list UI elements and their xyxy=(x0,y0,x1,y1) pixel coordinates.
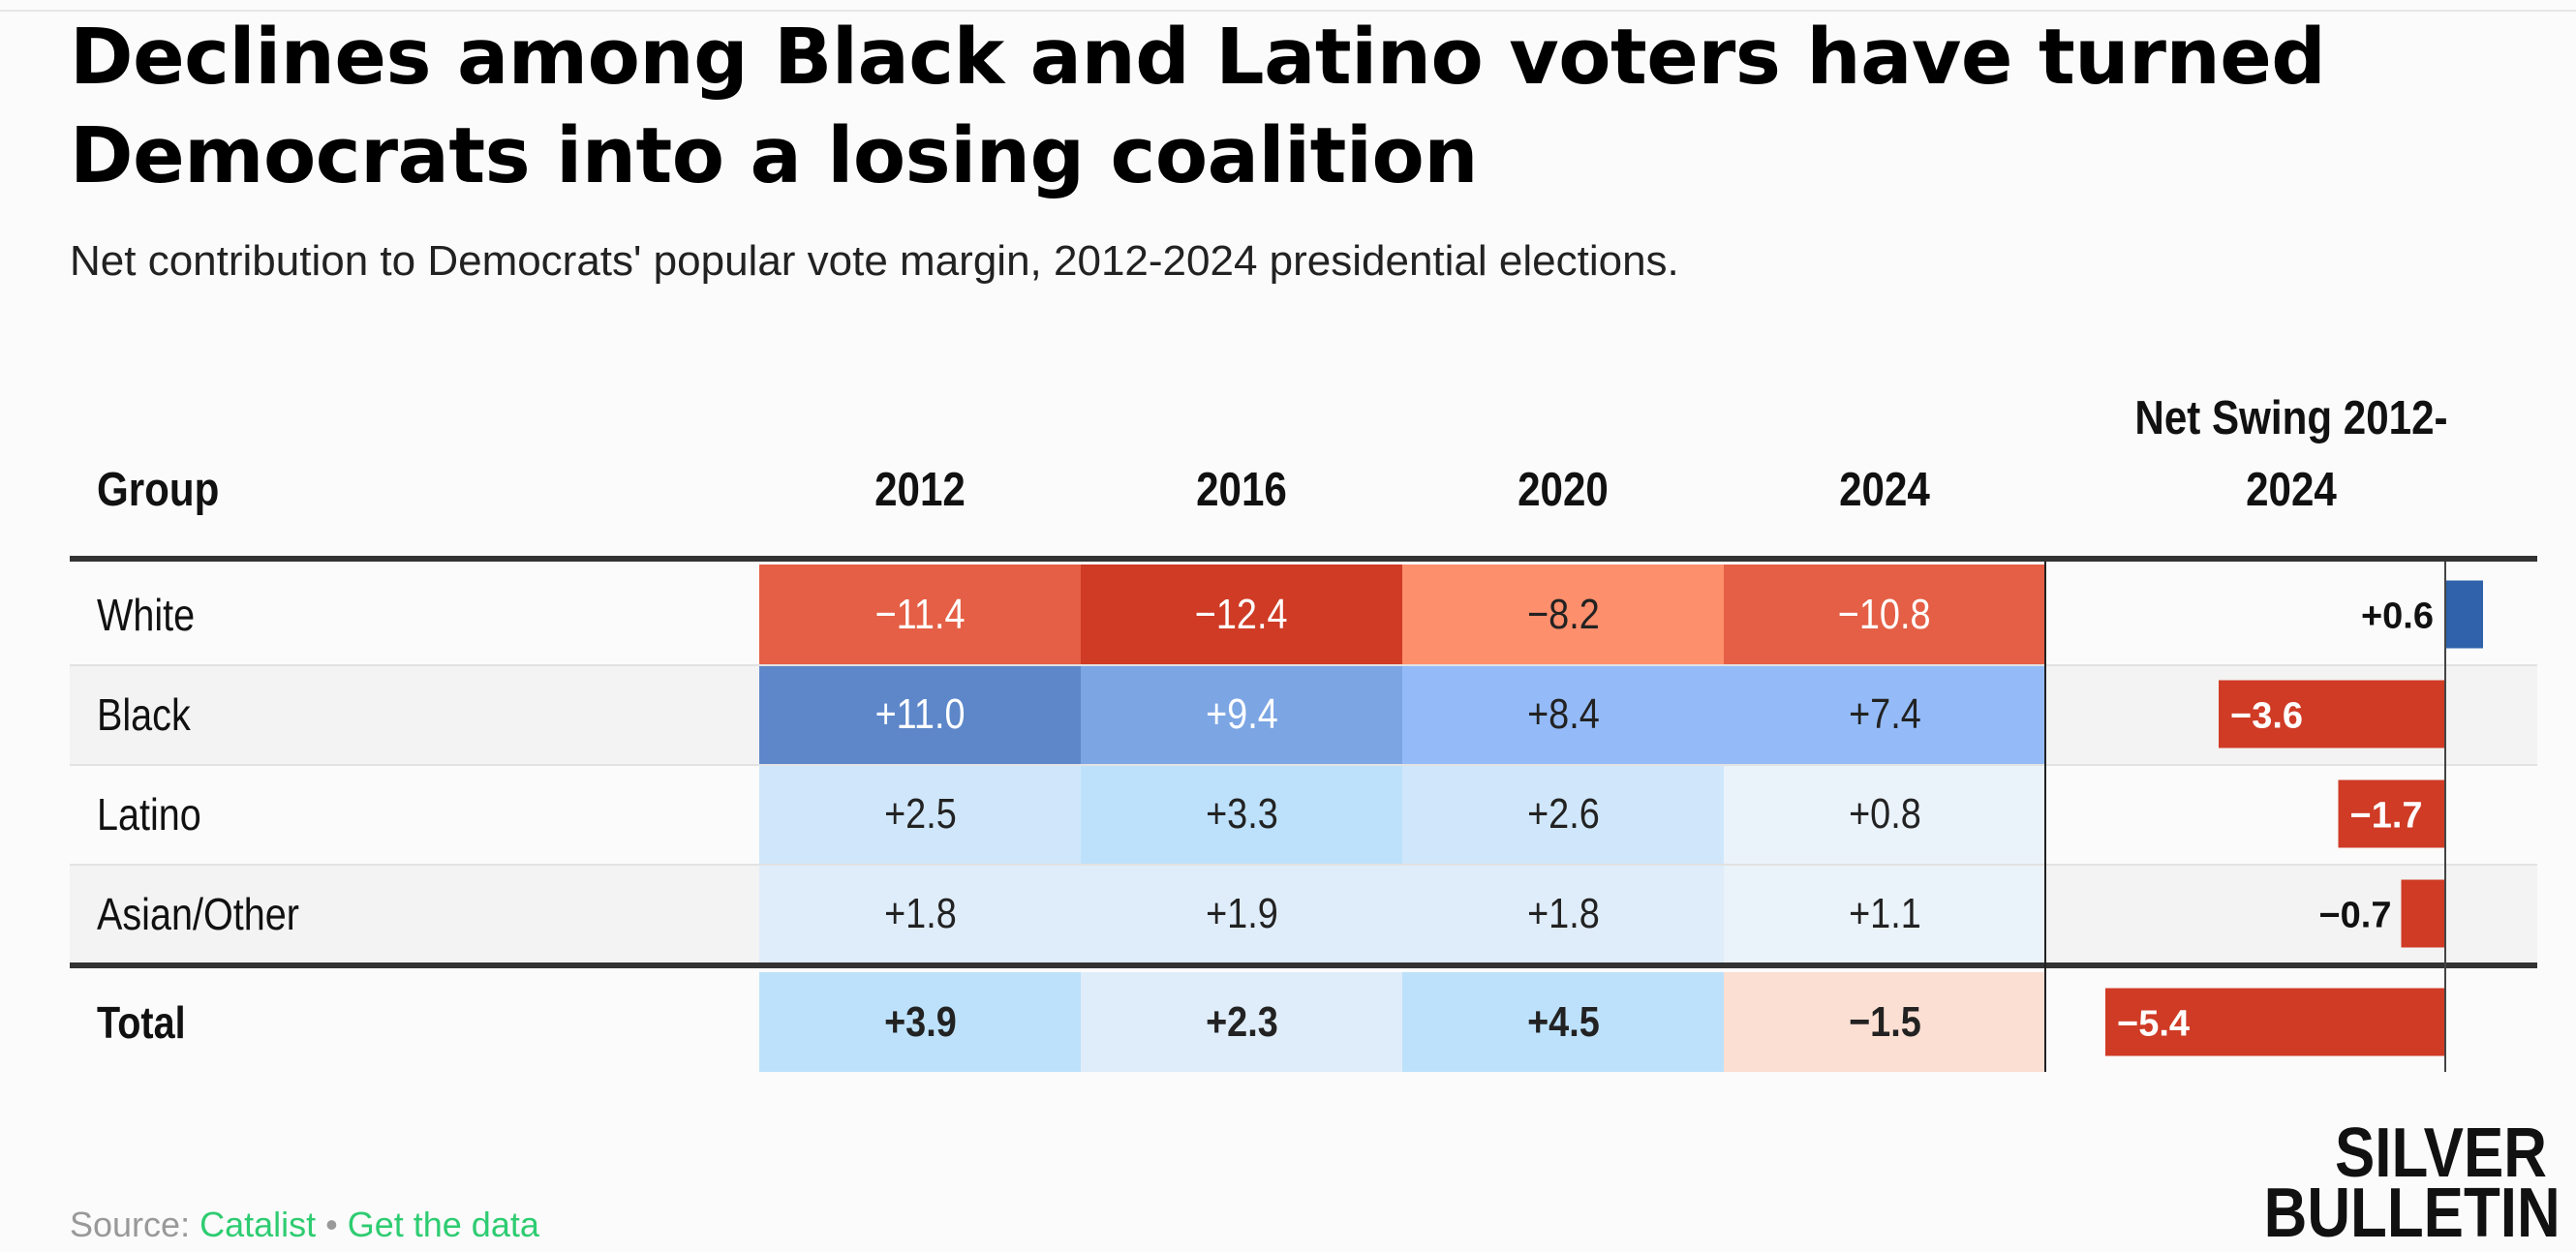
chart-title: Declines among Black and Latino voters h… xyxy=(70,13,2326,200)
value-cell: +0.8 xyxy=(1724,764,2045,864)
header-2016: 2016 xyxy=(1196,464,1287,516)
value-cell: −8.2 xyxy=(1402,565,1724,664)
column-separator xyxy=(2044,562,2046,1072)
row-divider xyxy=(70,764,2537,766)
value-cell: +7.4 xyxy=(1724,664,2045,764)
group-label: White xyxy=(97,589,196,640)
row-divider xyxy=(70,864,2537,866)
footer-separator: • xyxy=(316,1205,348,1244)
get-data-link[interactable]: Get the data xyxy=(347,1205,539,1244)
source-link[interactable]: Catalist xyxy=(199,1205,317,1244)
value-cell: +4.5 xyxy=(1402,972,1724,1072)
value-cell: +1.9 xyxy=(1081,864,1402,963)
group-label: Total xyxy=(97,996,186,1048)
value-cell: +1.8 xyxy=(1402,864,1724,963)
value-cell: +11.0 xyxy=(759,664,1081,764)
group-label: Latino xyxy=(97,788,201,840)
group-label: Black xyxy=(97,688,191,740)
header-2012: 2012 xyxy=(874,464,966,516)
row-divider xyxy=(70,664,2537,666)
source-footer: Source: Catalist • Get the data xyxy=(70,1205,539,1245)
value-cell: +1.8 xyxy=(759,864,1081,963)
header-2020: 2020 xyxy=(1518,464,1609,516)
header-net-swing-line2: 2024 xyxy=(2246,464,2337,516)
source-label: Source: xyxy=(70,1205,200,1244)
value-cell: −10.8 xyxy=(1724,565,2045,664)
header-group: Group xyxy=(97,464,220,516)
value-cell: +1.1 xyxy=(1724,864,2045,963)
value-cell: −11.4 xyxy=(759,565,1081,664)
value-cell: +2.6 xyxy=(1402,764,1724,864)
group-label: Asian/Other xyxy=(97,888,299,939)
silver-bulletin-logo: SILVER BULLETIN xyxy=(2263,1115,2561,1252)
header-net-swing-line1: Net Swing 2012- xyxy=(2134,392,2448,444)
value-cell: +2.5 xyxy=(759,764,1081,864)
header-2024: 2024 xyxy=(1839,464,1930,516)
top-rule xyxy=(0,10,2576,12)
value-cell: −12.4 xyxy=(1081,565,1402,664)
value-cell: +2.3 xyxy=(1081,972,1402,1072)
chart-subtitle: Net contribution to Democrats' popular v… xyxy=(70,237,1679,285)
value-cell: +3.3 xyxy=(1081,764,1402,864)
total-rule xyxy=(70,962,2537,968)
value-cell: −1.5 xyxy=(1724,972,2045,1072)
value-cell: +9.4 xyxy=(1081,664,1402,764)
value-cell: +8.4 xyxy=(1402,664,1724,764)
value-cell: +3.9 xyxy=(759,972,1081,1072)
header-rule xyxy=(70,556,2537,562)
